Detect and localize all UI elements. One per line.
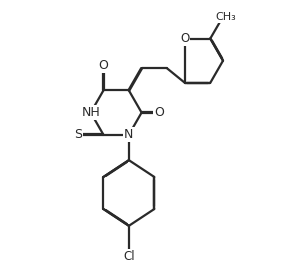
- Text: NH: NH: [81, 106, 100, 119]
- Text: O: O: [180, 32, 189, 45]
- Text: CH₃: CH₃: [215, 12, 236, 22]
- Text: Cl: Cl: [123, 250, 135, 263]
- Text: O: O: [154, 106, 164, 119]
- Text: O: O: [98, 58, 108, 72]
- Text: N: N: [124, 128, 134, 141]
- Text: S: S: [74, 128, 82, 141]
